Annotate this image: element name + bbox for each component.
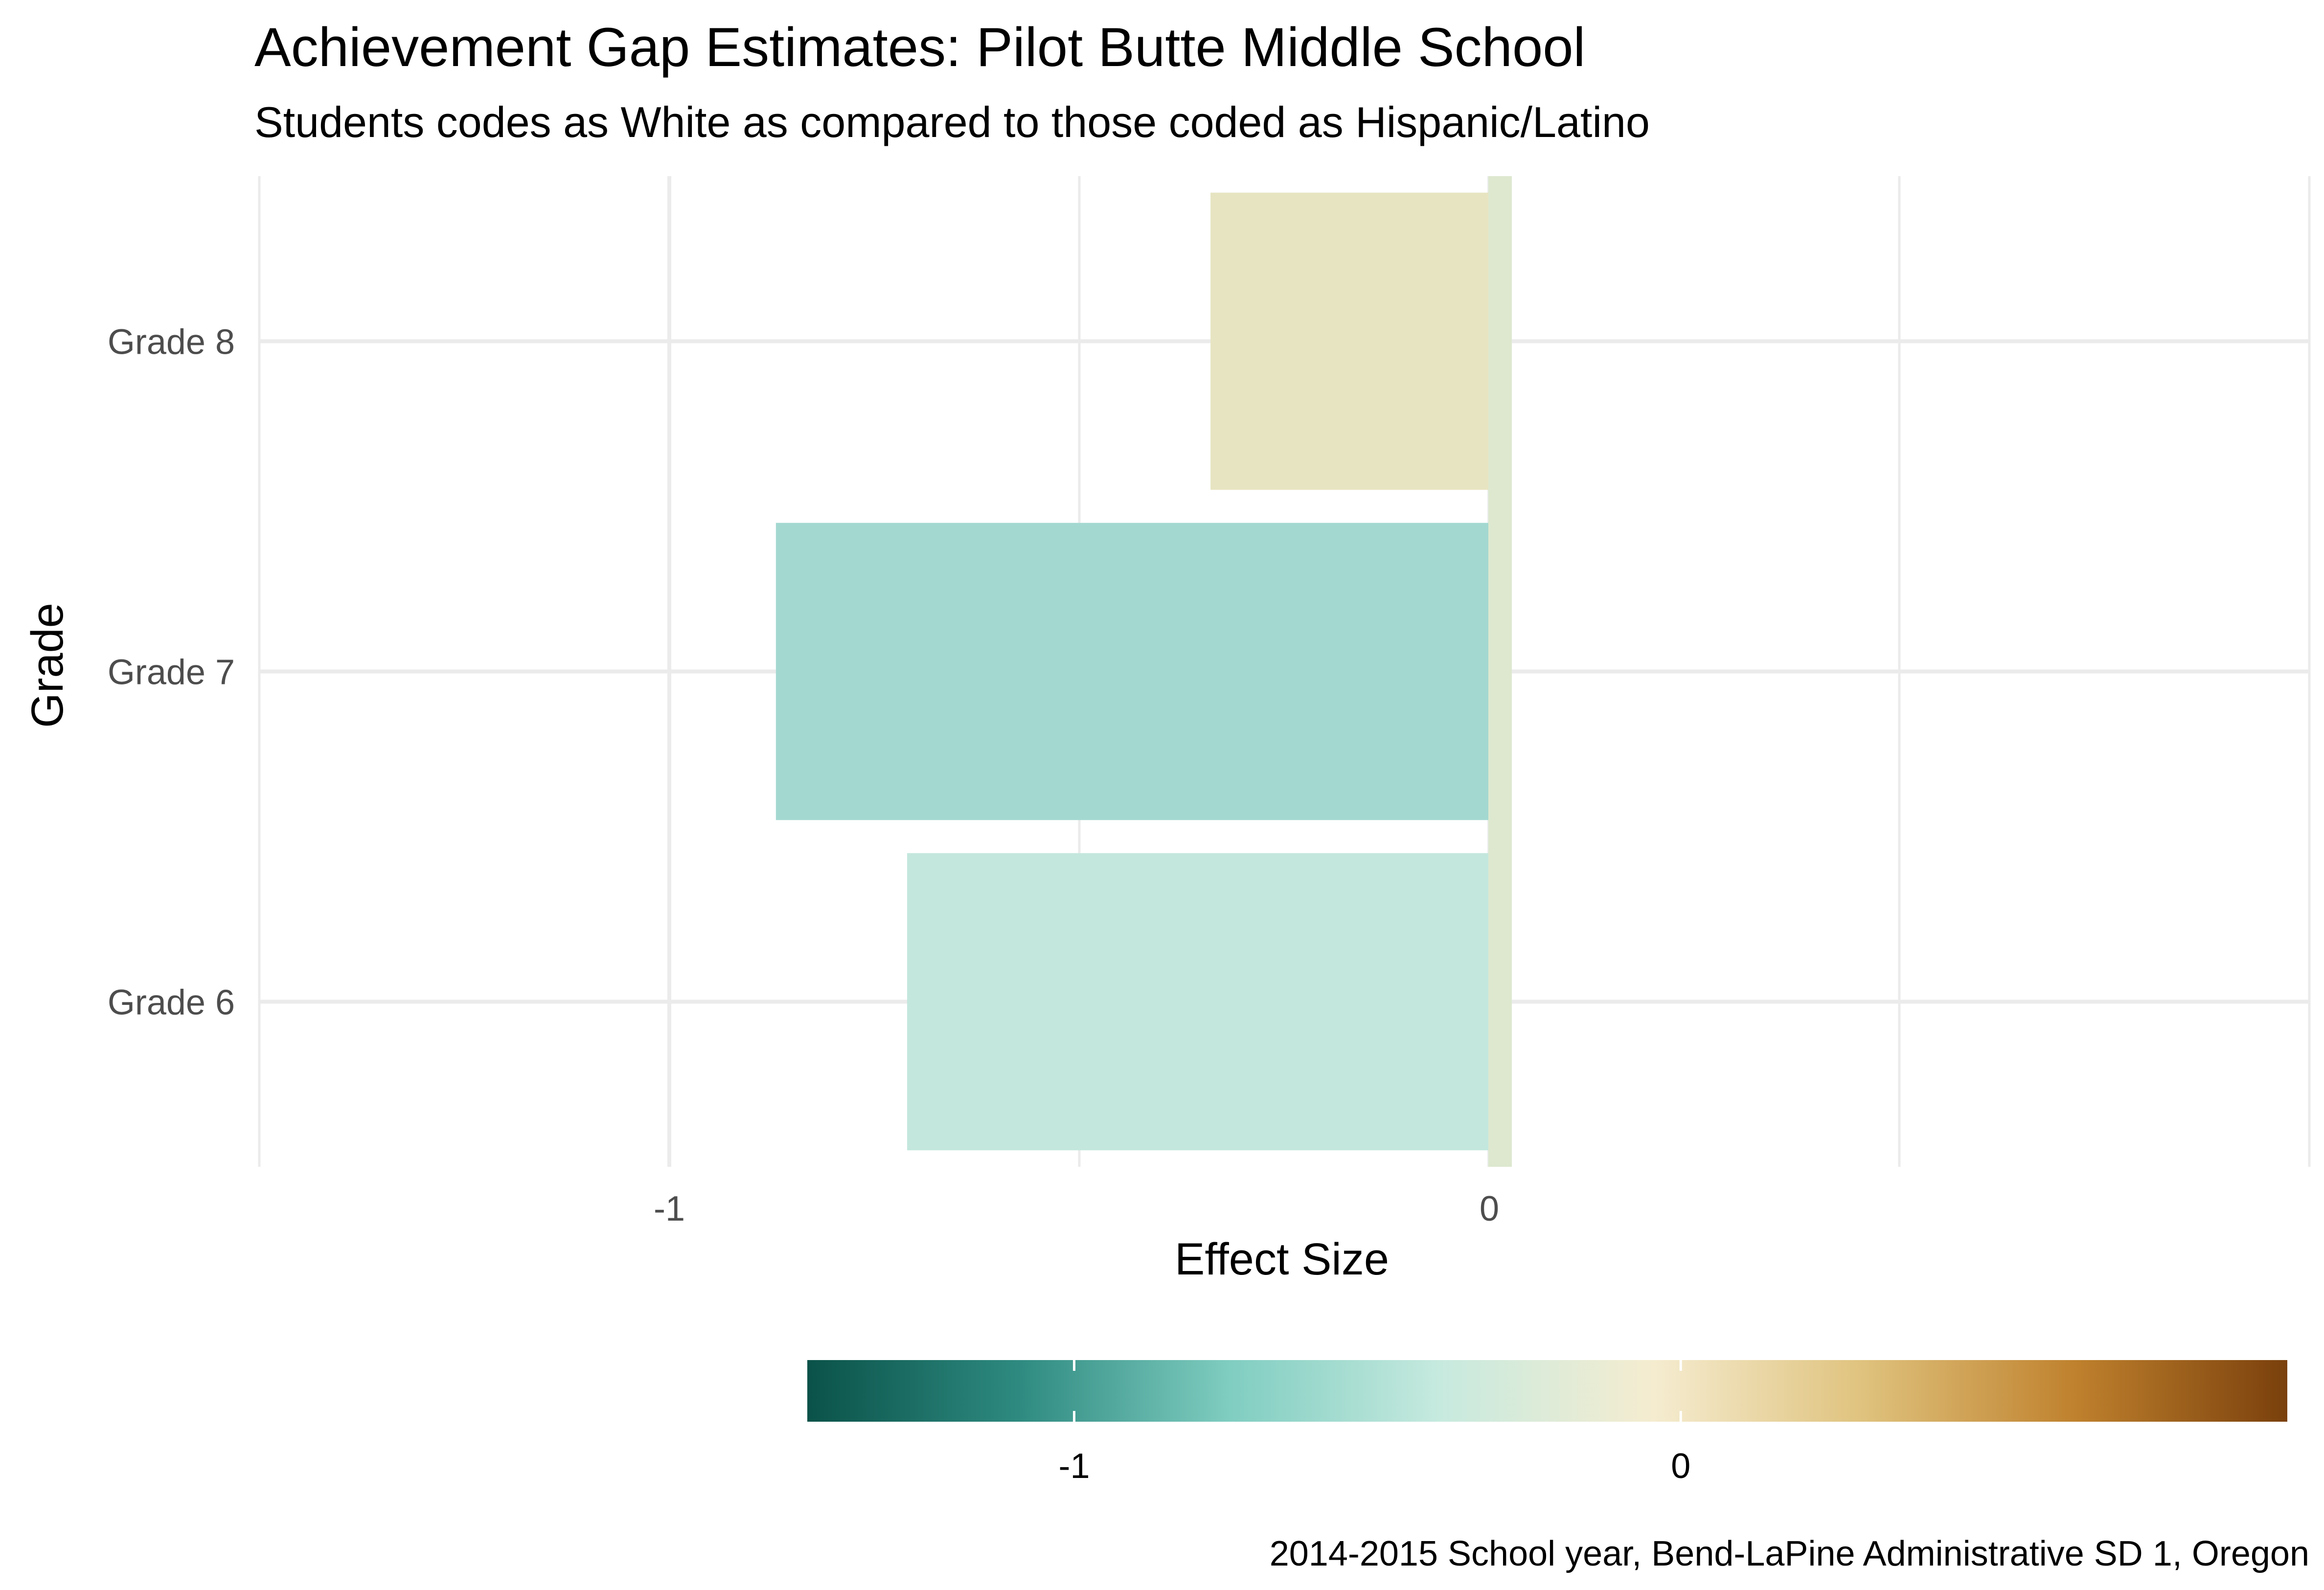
chart-caption: 2014-2015 School year, Bend-LaPine Admin… <box>1270 1534 2309 1573</box>
y-axis-title: Grade <box>23 603 72 728</box>
x-tick-labels: -1 0 <box>654 1189 1499 1228</box>
x-tick-label: 0 <box>1480 1189 1499 1228</box>
y-tick-label: Grade 6 <box>108 983 235 1022</box>
x-tick-label: -1 <box>654 1189 685 1228</box>
colorbar <box>807 1360 2287 1422</box>
colorbar-legend: -1 0 <box>807 1360 2287 1486</box>
y-tick-labels: Grade 6 Grade 7 Grade 8 <box>108 323 235 1022</box>
chart-subtitle: Students codes as White as compared to t… <box>254 98 1650 146</box>
zero-line <box>1488 176 1512 1167</box>
y-tick-label: Grade 7 <box>108 653 235 692</box>
y-tick-label: Grade 8 <box>108 323 235 362</box>
colorbar-tick-label: -1 <box>1058 1447 1090 1486</box>
colorbar-ticks: -1 0 <box>1058 1360 1690 1486</box>
bar-grade-6 <box>907 853 1489 1151</box>
bars <box>775 176 1512 1167</box>
chart-title: Achievement Gap Estimates: Pilot Butte M… <box>254 17 1585 78</box>
bar-grade-8 <box>1210 192 1489 490</box>
bar-grade-7 <box>775 522 1489 820</box>
colorbar-tick-label: 0 <box>1671 1447 1690 1486</box>
x-axis-title: Effect Size <box>1175 1234 1389 1284</box>
